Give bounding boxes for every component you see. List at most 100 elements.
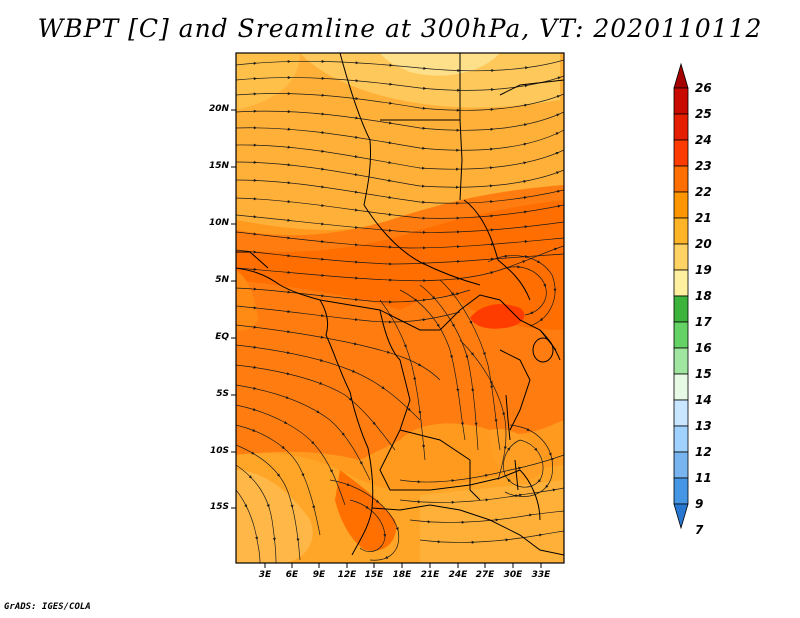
colorbar-label-9: 9	[695, 497, 704, 511]
colorbar-label-15: 15	[695, 367, 712, 381]
streamline-arrowhead	[556, 95, 561, 98]
streamline-arrowhead	[321, 240, 325, 244]
streamline-arrowhead	[490, 228, 495, 232]
colorbar-box	[673, 243, 689, 271]
streamline-arrowhead	[451, 323, 455, 328]
streamline-arrowhead	[423, 86, 427, 90]
streamline-arrowhead	[287, 290, 291, 294]
streamline-arrowhead	[495, 518, 499, 522]
streamline-arrowhead	[388, 313, 392, 318]
streamline-arrowhead	[287, 181, 291, 185]
streamline-arrowhead	[519, 493, 523, 497]
streamline-arrowhead	[321, 222, 325, 226]
streamline-arrowhead	[287, 145, 291, 149]
streamline-arrowhead	[281, 445, 285, 450]
lon-label-18e: 18E	[392, 570, 412, 580]
streamline-arrowhead	[490, 214, 494, 218]
streamline-arrowhead	[287, 330, 291, 334]
streamline-arrowhead	[414, 298, 418, 302]
colorbar-label-18: 18	[695, 289, 712, 303]
streamline-arrowhead	[253, 287, 257, 291]
streamline-arrowhead	[534, 447, 538, 452]
colorbar-box	[673, 477, 689, 505]
streamline-arrowhead	[503, 446, 507, 450]
colorbar-label-24: 24	[695, 133, 712, 147]
streamline-arrowhead	[418, 363, 422, 367]
streamline-arrowhead	[422, 216, 426, 220]
streamline-arrowhead	[287, 60, 291, 64]
streamline-arrowhead	[359, 461, 363, 465]
streamline-arrowhead	[456, 245, 461, 249]
streamline-arrowhead	[427, 520, 431, 524]
colorbar-label-22: 22	[695, 185, 712, 199]
streamline-arrowhead	[287, 76, 291, 80]
streamline-arrowhead	[388, 228, 393, 232]
streamline-arrowhead	[422, 318, 426, 322]
streamline-arrowhead	[489, 166, 494, 170]
streamline-arrowhead	[553, 288, 557, 292]
lon-label-27e: 27E	[475, 570, 495, 580]
streamline-arrowhead	[355, 97, 359, 101]
streamline-arrowhead	[456, 108, 460, 112]
lon-label-30e: 30E	[503, 570, 523, 580]
streamline-arrowhead	[355, 276, 359, 280]
colorbar-label-20: 20	[695, 237, 712, 251]
lon-ticks	[264, 563, 542, 568]
streamline-arrowhead	[388, 141, 392, 145]
streamline-arrowhead	[276, 473, 280, 477]
colorbar	[673, 62, 689, 530]
streamline-arrowhead	[383, 534, 387, 538]
streamline-arrowhead	[490, 200, 494, 204]
streamline-arrowhead	[513, 494, 517, 498]
streamline-arrowhead	[460, 422, 464, 426]
streamline-arrowhead	[449, 355, 453, 359]
streamline-arrowhead	[422, 106, 427, 110]
streamline-arrowhead	[381, 386, 385, 390]
streamline-arrowhead	[557, 204, 561, 208]
colorbar-label-11: 11	[695, 471, 712, 485]
streamline-arrowhead	[537, 260, 541, 264]
lat-label-10n: 10N	[208, 218, 229, 228]
streamline-arrowhead	[537, 479, 541, 483]
streamline-arrowhead	[403, 344, 407, 349]
streamline-arrowhead	[413, 377, 417, 381]
streamline-arrowhead	[253, 160, 257, 164]
streamline-arrowhead	[321, 93, 325, 97]
streamline-arrowhead	[543, 283, 547, 288]
lon-label-21e: 21E	[420, 570, 440, 580]
streamline-arrowhead	[465, 355, 469, 359]
streamline-arrowhead	[524, 84, 529, 88]
colorbar-label-16: 16	[695, 341, 712, 355]
streamline-arrowhead	[389, 245, 393, 249]
streamline-arrowhead	[287, 200, 291, 204]
streamline-arrowhead	[490, 242, 495, 246]
streamline-arrowhead	[312, 505, 316, 510]
wbpt-field	[236, 53, 564, 563]
streamline-arrowhead	[451, 479, 455, 483]
lon-label-3e: 3E	[258, 570, 272, 580]
lat-label-10s: 10S	[209, 446, 229, 456]
streamline-arrowhead	[321, 294, 325, 298]
streamline-arrowhead	[422, 126, 426, 130]
streamline-arrowhead	[490, 257, 495, 261]
streamline-arrowhead	[321, 273, 325, 277]
streamline-arrowhead	[557, 76, 562, 80]
streamline-arrowhead	[321, 314, 325, 318]
streamline-arrowhead	[436, 323, 440, 328]
streamlines	[236, 59, 564, 563]
streamline-arrowhead	[283, 420, 288, 424]
streamline-arrowhead	[456, 128, 460, 132]
streamline-arrowhead	[545, 484, 549, 489]
colorbar-box	[673, 347, 689, 375]
colorbar-label-7: 7	[695, 523, 704, 537]
chart-title: WBPT [C] and Sreamline at 300hPa, VT: 20…	[37, 14, 763, 43]
streamline-arrowhead	[389, 82, 393, 86]
streamline-arrowhead	[348, 397, 353, 401]
streamline-arrowhead	[341, 432, 345, 436]
streamline-arrowhead	[389, 278, 393, 282]
streamline-arrowhead	[253, 267, 257, 271]
streamline-arrowhead	[253, 61, 257, 65]
colorbar-box	[673, 87, 689, 115]
streamline-arrowhead	[523, 161, 527, 165]
